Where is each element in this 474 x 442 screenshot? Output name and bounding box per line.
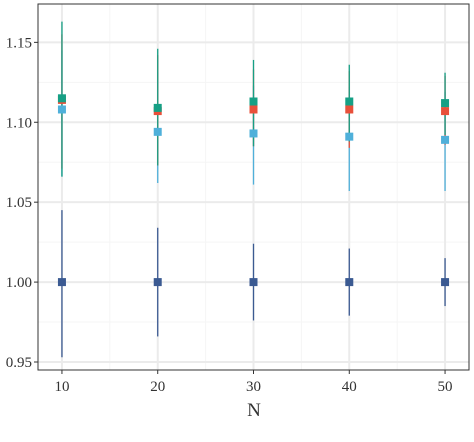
y-tick-label: 1.05	[6, 195, 32, 211]
point-series-4	[441, 99, 450, 108]
point-series-3	[441, 107, 450, 116]
point-series-1	[441, 278, 450, 287]
point-series-1	[249, 278, 258, 287]
point-series-2	[249, 129, 258, 138]
x-axis-title: N	[247, 400, 261, 421]
point-series-2	[345, 132, 354, 141]
point-series-1	[345, 278, 354, 287]
point-series-2	[441, 135, 450, 144]
x-tick-label: 40	[342, 379, 357, 395]
data-points	[57, 94, 450, 287]
point-series-4	[345, 97, 354, 106]
point-series-4	[153, 103, 162, 112]
y-tick-label: 1.10	[6, 115, 32, 131]
x-tick-label: 20	[150, 379, 165, 395]
y-tick-label: 1.00	[6, 275, 32, 291]
x-tick-label: 10	[54, 379, 69, 395]
point-series-4	[249, 97, 258, 106]
point-series-3	[249, 105, 258, 114]
point-series-2	[153, 127, 162, 136]
x-tick-label: 50	[438, 379, 453, 395]
point-series-1	[153, 278, 162, 287]
y-tick-label: 1.15	[6, 35, 32, 51]
x-tick-label: 30	[246, 379, 261, 395]
point-series-3	[345, 105, 354, 114]
point-series-1	[57, 278, 66, 287]
point-series-2	[57, 105, 66, 114]
y-tick-label: 0.95	[6, 355, 32, 371]
point-series-4	[57, 94, 66, 103]
x-axis: 10 20 30 40 50	[54, 370, 453, 395]
y-axis: 0.95 1.00 1.05 1.10 1.15	[6, 35, 38, 371]
